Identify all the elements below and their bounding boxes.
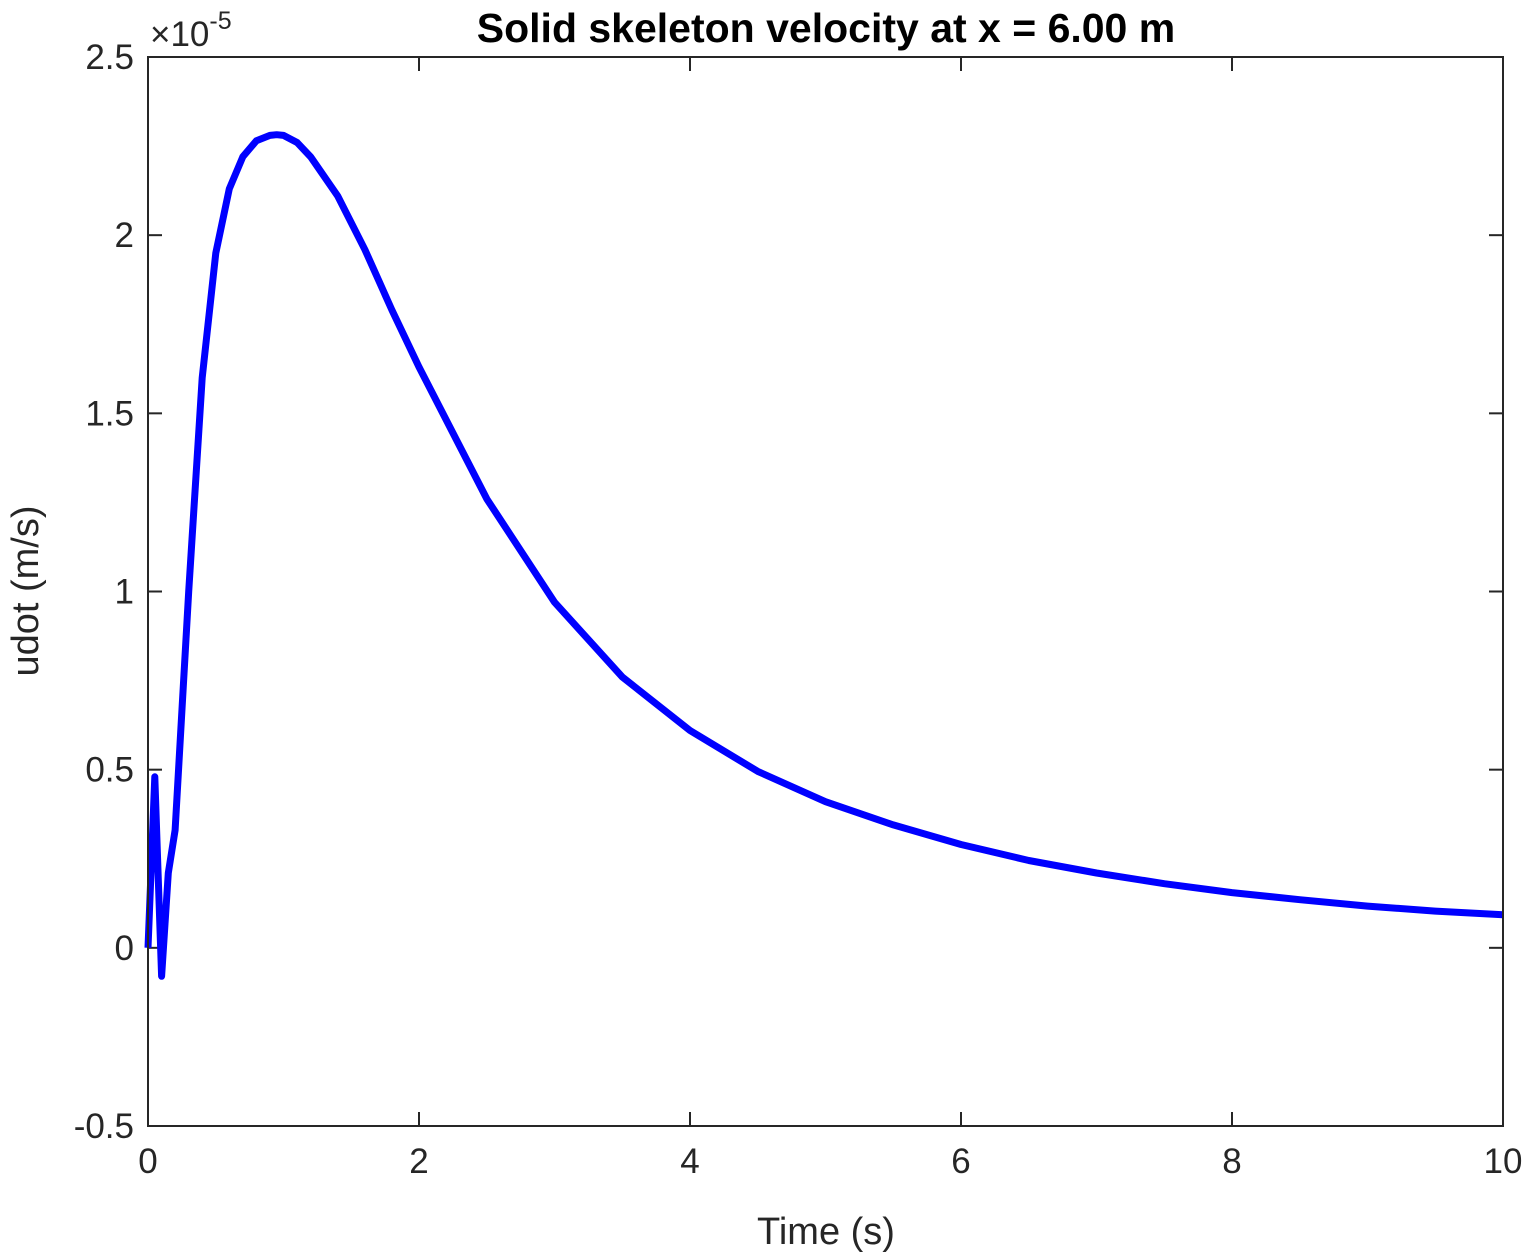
x-tick-label: 4 xyxy=(680,1142,699,1181)
chart-title: Solid skeleton velocity at x = 6.00 m xyxy=(477,5,1175,51)
y-tick-labels: -0.5 0 0.5 1 1.5 2 2.5 xyxy=(74,38,134,1146)
x-tick-label: 2 xyxy=(409,1142,428,1181)
y-axis-exponent: ×10-5 xyxy=(150,7,232,54)
y-tick-label: 0 xyxy=(115,929,134,968)
x-axis-label: Time (s) xyxy=(757,1211,895,1253)
series-layer xyxy=(144,131,1504,980)
y-tick-label: -0.5 xyxy=(74,1107,134,1146)
series-line xyxy=(144,131,1504,980)
y-tick-label: 1.5 xyxy=(85,394,134,433)
x-tick-label: 10 xyxy=(1484,1142,1523,1181)
y-tick-label: 0.5 xyxy=(85,751,134,790)
x-tick-label: 8 xyxy=(1222,1142,1241,1181)
x-tick-label: 6 xyxy=(951,1142,970,1181)
y-axis-label: udot (m/s) xyxy=(5,505,47,676)
y-axis-exponent-power: -5 xyxy=(209,7,231,35)
y-tick-label: 2 xyxy=(115,216,134,255)
y-tick-label: 2.5 xyxy=(85,38,134,77)
plot-area-frame xyxy=(147,56,1504,1127)
x-tick-labels: 0 2 4 6 8 10 xyxy=(138,1142,1522,1181)
x-tick-label: 0 xyxy=(138,1142,157,1181)
y-tick-label: 1 xyxy=(115,573,134,612)
